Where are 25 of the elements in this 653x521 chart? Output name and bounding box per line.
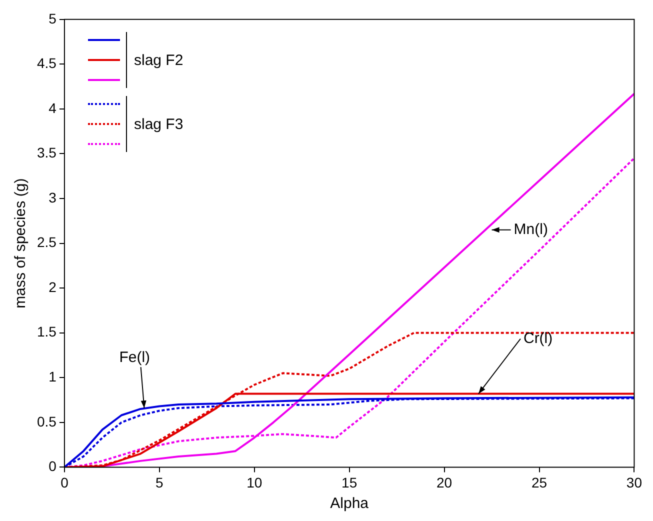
y-axis-title: mass of species (g)	[12, 178, 30, 308]
y-tick-label: 0	[48, 458, 57, 474]
y-tick-label: 3.5	[36, 144, 57, 161]
y-tick-label: 1.5	[36, 324, 57, 340]
y-tick-label: 2	[48, 278, 57, 295]
y-tick-label: 4.5	[36, 55, 57, 72]
y-tick-label: 2.5	[36, 234, 57, 250]
x-tick-label: 0	[60, 474, 69, 490]
y-tick-label: 4	[48, 100, 57, 116]
x-tick-label: 25	[531, 474, 548, 490]
x-axis-title: Alpha	[330, 495, 370, 512]
annotation: Cr(l)	[523, 330, 553, 347]
x-tick-label: 10	[246, 474, 262, 490]
x-tick-label: 5	[156, 474, 164, 490]
y-tick-label: 1	[48, 368, 57, 384]
x-tick-label: 30	[626, 474, 642, 490]
x-tick-label: 15	[342, 474, 358, 490]
annotation: Mn(l)	[514, 221, 548, 238]
y-tick-label: 0.5	[36, 413, 57, 430]
y-tick-label: 5	[48, 10, 57, 26]
x-tick-label: 20	[436, 474, 452, 490]
legend-label: slag F3	[134, 116, 184, 132]
annotation: Fe(l)	[119, 349, 150, 366]
legend-label: slag F2	[134, 52, 184, 68]
y-tick-label: 3	[48, 189, 57, 206]
